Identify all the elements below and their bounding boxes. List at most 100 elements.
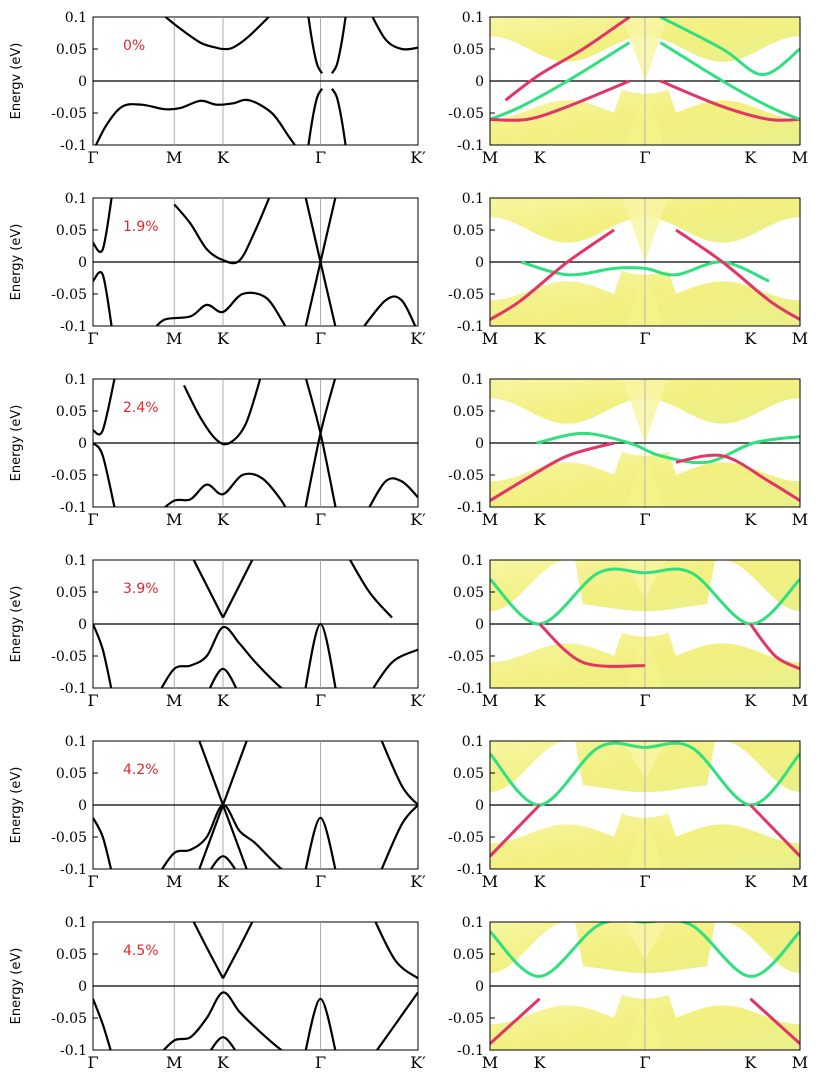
right-kpoint-label: K (744, 510, 757, 529)
right-kpoint-label: K (744, 872, 757, 891)
left-kpoint-label: K′ (410, 510, 426, 529)
edge-state-green (659, 17, 800, 77)
left-kpoint-label: K′ (410, 329, 426, 348)
band-line (93, 379, 116, 436)
left-kpoint-label: K (217, 1053, 230, 1072)
right-spectral (490, 198, 800, 326)
y-tick-label: 0.05 (453, 404, 484, 420)
edge-state-pink (538, 622, 646, 668)
band-line (348, 560, 393, 619)
edge-state-pink (490, 441, 615, 502)
band-line (160, 803, 284, 869)
panel-row-2: Energy (eV)0.10.050-0.05-0.1Γ M K Γ K′2.4%0.… (9, 372, 808, 529)
y-tick-label: 0 (475, 255, 484, 271)
band-line (192, 560, 224, 619)
left-kpoint-label: M (166, 510, 182, 529)
strain-label: 4.5% (123, 943, 159, 959)
y-axis-label: Energy (eV) (9, 224, 24, 301)
band-line (372, 648, 418, 688)
left-bands (93, 379, 418, 507)
right-kpoint-label: K (744, 148, 757, 167)
left-bands (93, 198, 417, 326)
band-line (93, 623, 113, 688)
y-tick-label: -0.1 (60, 319, 87, 335)
right-spectral (490, 922, 800, 1050)
y-axis-label: Energv (eV) (9, 43, 24, 120)
y-tick-label: 0 (78, 617, 87, 633)
left-kpoint-label: M (166, 691, 182, 710)
y-tick-label: -0.1 (457, 862, 484, 878)
left-kpoint-label: K (217, 691, 230, 710)
panel-row-1: Energy (eV)0.10.050-0.05-0.1Γ M K Γ K′1.9%0.… (9, 191, 808, 348)
band-line (380, 741, 418, 806)
band-line (380, 804, 418, 869)
right-kpoint-label: M (482, 148, 498, 167)
edge-state-green (536, 431, 800, 465)
right-kpoint-label: Γ (639, 148, 650, 167)
right-plot-border (489, 378, 801, 508)
band-line (304, 816, 337, 869)
edge-state-pink (749, 623, 800, 671)
band-line (208, 667, 238, 688)
y-tick-label: -0.05 (448, 649, 484, 665)
band-line (192, 922, 224, 979)
left-kpoint-label: Γ (315, 148, 326, 167)
edge-state-pink (504, 17, 631, 102)
edge-state-pink (749, 803, 800, 858)
right-spectral (490, 741, 800, 869)
band-line (368, 477, 418, 507)
band-line (222, 922, 254, 979)
right-plot-border (489, 559, 801, 689)
band-line (304, 198, 337, 326)
right-kpoint-label: K (534, 1053, 547, 1072)
strain-label: 3.9% (123, 581, 159, 597)
right-kpoint-label: M (792, 691, 808, 710)
right-kpoint-label: K (744, 1053, 757, 1072)
band-line (94, 98, 297, 145)
left-kpoint-label: K′ (410, 148, 426, 167)
y-tick-label: 0.1 (462, 553, 484, 569)
left-kpoint-label: Γ (87, 691, 98, 710)
y-tick-label: -0.05 (51, 830, 87, 846)
left-kpoint-label: K′ (410, 872, 426, 891)
band-line (163, 472, 287, 507)
y-tick-label: 0.05 (453, 223, 484, 239)
y-axis-label: Energy (eV) (9, 586, 24, 663)
y-tick-label: -0.1 (457, 319, 484, 335)
left-kpoint-label: Γ (87, 148, 98, 167)
band-line (222, 560, 254, 619)
y-tick-label: -0.05 (51, 1011, 87, 1027)
band-line (371, 17, 418, 51)
band-line (375, 991, 418, 1050)
left-kpoint-label: Γ (87, 510, 98, 529)
y-tick-label: -0.05 (448, 1011, 484, 1027)
strain-label: 0% (123, 38, 145, 54)
y-tick-label: 0.05 (56, 404, 87, 420)
panel-row-0: Energv (eV)0.10.050-0.05-0.1Γ M K Γ K′0%0.10… (9, 10, 808, 167)
y-tick-label: 0.05 (56, 42, 87, 58)
y-tick-label: -0.1 (457, 1043, 484, 1059)
band-line (173, 198, 271, 265)
left-kpoint-label: Γ (87, 329, 98, 348)
band-line (162, 991, 284, 1050)
right-kpoint-label: Γ (639, 691, 650, 710)
y-tick-label: -0.1 (457, 138, 484, 154)
right-spectral (490, 379, 800, 507)
y-tick-label: -0.05 (448, 468, 484, 484)
right-kpoint-label: Γ (639, 510, 650, 529)
right-kpoint-label: M (482, 329, 498, 348)
band-line (362, 295, 417, 326)
y-tick-label: -0.05 (51, 287, 87, 303)
right-kpoint-label: K (744, 691, 757, 710)
band-line (304, 622, 337, 688)
y-tick-label: -0.1 (457, 500, 484, 516)
left-bands (94, 17, 418, 145)
y-tick-label: 0.05 (56, 947, 87, 963)
y-tick-label: 0 (475, 979, 484, 995)
y-tick-label: 0 (475, 74, 484, 90)
y-tick-label: 0.1 (65, 372, 87, 388)
right-kpoint-label: M (482, 691, 498, 710)
y-tick-label: -0.05 (51, 468, 87, 484)
right-kpoint-label: Γ (639, 872, 650, 891)
